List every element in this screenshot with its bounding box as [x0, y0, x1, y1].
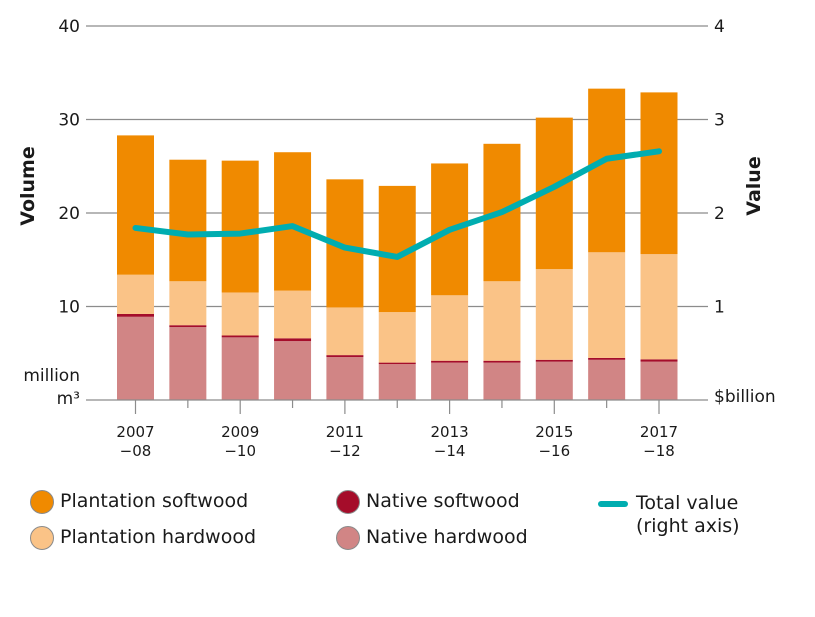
bar-plantation-softwood	[169, 159, 207, 282]
bar-native-hardwood	[588, 359, 626, 400]
bar-native-softwood	[326, 355, 364, 357]
legend-label: Total value (right axis)	[636, 492, 740, 537]
legend-label: Plantation hardwood	[60, 526, 257, 548]
right-unit: $billion	[714, 387, 776, 407]
x-tick-label: 2017	[640, 423, 678, 441]
bar-plantation-hardwood	[483, 281, 521, 361]
bars	[117, 88, 678, 400]
left-axis-title: Volume	[17, 146, 39, 225]
legend-item-plantation-hardwood: Plantation hardwood	[30, 526, 256, 550]
x-tick-label: 2013	[431, 423, 469, 441]
legend-swatch-total-value	[598, 501, 628, 507]
bar-plantation-hardwood	[431, 295, 469, 361]
x-tick-label: −10	[224, 442, 256, 460]
bar-native-hardwood	[640, 361, 678, 400]
bar-native-hardwood	[535, 361, 573, 400]
left-unit-line2: m³	[57, 389, 80, 409]
bar-plantation-hardwood	[378, 312, 416, 363]
legend-swatch-native-hardwood	[336, 526, 360, 550]
bar-plantation-hardwood	[117, 274, 154, 314]
x-tick-label: −08	[120, 442, 152, 460]
total-value-line	[132, 148, 662, 260]
right-axis-title: Value	[743, 156, 765, 215]
legend: Plantation softwood Plantation hardwood …	[30, 490, 810, 570]
legend-label: Plantation softwood	[60, 490, 249, 512]
bar-native-hardwood	[221, 337, 259, 400]
bar-plantation-softwood	[221, 160, 259, 293]
bar-native-softwood	[431, 360, 469, 363]
left-tick-label: 10	[58, 298, 80, 318]
bar-native-softwood	[221, 335, 259, 338]
bar-native-hardwood	[117, 316, 154, 400]
x-tick-label: −16	[538, 442, 570, 460]
stacked-bar-line-chart: 10 20 30 40 1 2 3 4 2007−08 2009−10 2011−12 2013−14…	[17, 17, 776, 460]
bar-native-softwood	[169, 325, 207, 328]
bar-plantation-hardwood	[169, 281, 207, 326]
x-tick-label: 2015	[535, 423, 573, 441]
legend-label: Native hardwood	[366, 526, 528, 548]
x-tick-label: 2009	[221, 423, 259, 441]
left-unit-line1: million	[23, 366, 80, 386]
left-tick-label: 20	[58, 204, 80, 224]
legend-item-native-hardwood: Native hardwood	[336, 526, 528, 550]
bar-plantation-hardwood	[326, 307, 364, 356]
bar-native-softwood	[378, 362, 416, 365]
bar-native-hardwood	[378, 364, 416, 400]
bar-native-hardwood	[326, 356, 364, 400]
x-tick-label: −12	[329, 442, 361, 460]
bar-plantation-hardwood	[274, 290, 312, 339]
bar-native-softwood	[117, 313, 154, 317]
legend-item-native-softwood: Native softwood	[336, 490, 520, 514]
bar-native-hardwood	[274, 341, 312, 400]
bar-native-softwood	[588, 357, 626, 360]
x-tick-label: 2007	[116, 423, 154, 441]
bar-plantation-softwood	[588, 88, 626, 253]
bar-plantation-softwood	[274, 152, 312, 291]
bar-native-hardwood	[169, 327, 207, 400]
right-tick-label: 2	[714, 204, 725, 224]
right-tick-label: 3	[714, 111, 725, 131]
axes: 10 20 30 40 1 2 3 4 2007−08 2009−10 2011−12 2013−14…	[58, 17, 724, 460]
left-tick-label: 40	[58, 17, 80, 37]
bar-plantation-hardwood	[640, 254, 678, 360]
legend-swatch-native-softwood	[336, 490, 360, 514]
bar-native-hardwood	[431, 362, 469, 400]
x-tick-label: −18	[643, 442, 675, 460]
legend-label: Native softwood	[366, 490, 520, 512]
bar-plantation-hardwood	[588, 252, 626, 358]
bar-plantation-hardwood	[535, 269, 573, 360]
legend-item-plantation-softwood: Plantation softwood	[30, 490, 248, 514]
bar-native-softwood	[483, 360, 521, 363]
legend-swatch-plantation-hardwood	[30, 526, 54, 550]
bar-plantation-softwood	[640, 92, 678, 255]
bar-native-softwood	[640, 359, 678, 362]
x-tick-label: −14	[434, 442, 466, 460]
left-tick-label: 30	[58, 111, 80, 131]
bar-plantation-hardwood	[221, 292, 259, 336]
x-tick-label: 2011	[326, 423, 364, 441]
bar-plantation-softwood	[117, 135, 154, 275]
legend-item-total-value: Total value (right axis)	[598, 492, 740, 538]
right-tick-label: 4	[714, 17, 725, 37]
legend-swatch-plantation-softwood	[30, 490, 54, 514]
bar-native-softwood	[274, 338, 312, 342]
bar-native-hardwood	[483, 362, 521, 400]
bar-native-softwood	[535, 359, 573, 362]
right-tick-label: 1	[714, 298, 725, 318]
